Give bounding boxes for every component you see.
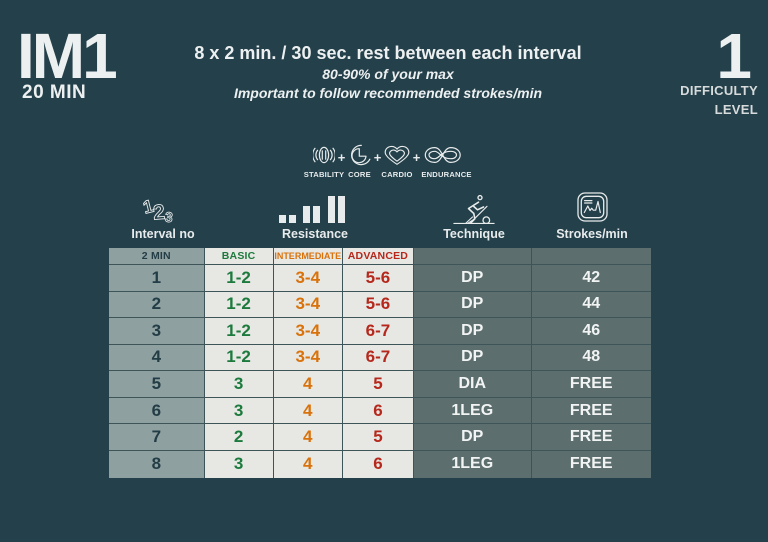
svg-text:3: 3 xyxy=(164,209,174,223)
